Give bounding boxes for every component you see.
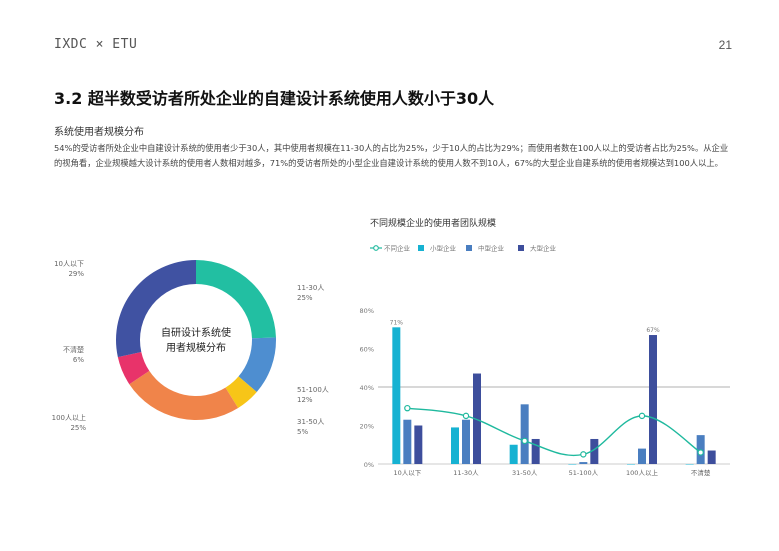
- bar: [685, 464, 694, 465]
- pie-slice: [225, 376, 257, 409]
- legend-label: 大型企业: [530, 244, 557, 253]
- section-description: 54%的受访者所处企业中自建设计系统的使用者少于30人，其中使用者规模在11-3…: [54, 143, 729, 168]
- y-tick-label: 80%: [360, 307, 374, 315]
- pie-label: 10人以下: [54, 260, 84, 268]
- legend-swatch: [466, 245, 472, 251]
- bar: [473, 373, 481, 464]
- bar: [451, 427, 459, 464]
- bar: [520, 404, 529, 464]
- page-number: 21: [718, 38, 732, 52]
- line-point: [638, 412, 646, 420]
- bar: [579, 462, 588, 464]
- legend-swatch: [518, 245, 524, 251]
- bar: [509, 444, 518, 464]
- brand-logo: IXDC × ETU: [54, 37, 138, 52]
- pie-label: 不清楚: [63, 345, 84, 354]
- pie-value-label: 12%: [297, 396, 313, 404]
- y-tick-label: 40%: [360, 384, 374, 392]
- pie-label: 11-30人: [297, 284, 324, 292]
- legend-label: 中型企业: [478, 244, 505, 253]
- bar-data-label: 67%: [646, 327, 660, 334]
- legend-label: 不同企业: [384, 244, 411, 253]
- pie-value-label: 6%: [73, 356, 84, 364]
- legend-swatch: [373, 245, 379, 251]
- pie-label: 100人以上: [52, 413, 86, 422]
- section-subtitle: 系统使用者规模分布: [54, 127, 144, 138]
- y-tick-label: 60%: [360, 346, 374, 354]
- bar-chart-title: 不同规模企业的使用者团队规模: [370, 217, 496, 229]
- y-tick-label: 0%: [364, 461, 374, 469]
- bar: [531, 438, 540, 464]
- line-point: [404, 404, 411, 412]
- bar: [590, 438, 599, 464]
- pie-slice: [238, 337, 276, 393]
- section-title: 3.2 超半数受访者所处企业的自建设计系统使用人数小于30人: [54, 89, 495, 108]
- bar: [568, 464, 577, 465]
- pie-slice: [117, 351, 150, 385]
- x-tick-label: 100人以上: [626, 468, 658, 477]
- x-tick-label: 11-30人: [453, 469, 479, 477]
- pie-value-label: 25%: [70, 424, 86, 432]
- line-point: [521, 437, 528, 445]
- line-point: [462, 412, 470, 420]
- line-point: [580, 451, 587, 458]
- pie-slice: [196, 260, 276, 339]
- x-tick-label: 51-100人: [569, 469, 599, 477]
- pie-center-title: 自研设计系统使: [161, 326, 231, 339]
- pie-value-label: 25%: [297, 294, 313, 302]
- bar: [403, 419, 412, 464]
- bar: [392, 327, 401, 464]
- line-point: [697, 449, 704, 456]
- bar: [707, 450, 716, 464]
- pie-value-label: 5%: [297, 428, 308, 436]
- x-tick-label: 不清楚: [691, 468, 711, 477]
- pie-center-title: 用者规模分布: [166, 341, 226, 354]
- pie-slice: [115, 260, 196, 358]
- legend-swatch: [418, 245, 424, 251]
- pie-label: 51-100人: [297, 386, 329, 394]
- legend-label: 小型企业: [430, 244, 457, 253]
- bar: [649, 335, 657, 464]
- x-tick-label: 10人以下: [393, 469, 421, 477]
- pie-label: 31-50人: [297, 418, 324, 426]
- bar: [638, 448, 646, 464]
- pie-value-label: 29%: [68, 270, 84, 278]
- bar: [462, 419, 470, 464]
- y-tick-label: 20%: [360, 423, 374, 431]
- bar-data-label: 71%: [390, 319, 404, 326]
- bar: [414, 425, 423, 464]
- x-tick-label: 31-50人: [512, 469, 538, 477]
- bar: [627, 464, 635, 465]
- pie-slice: [129, 370, 239, 420]
